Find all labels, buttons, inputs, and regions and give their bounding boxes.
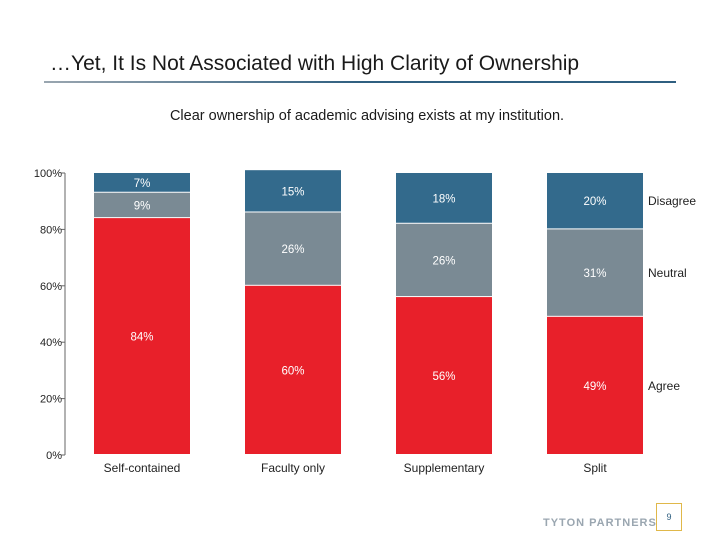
legend-label-neutral: Neutral <box>648 266 687 280</box>
data-label: 9% <box>134 200 151 212</box>
bar-segment-disagree <box>245 170 341 212</box>
bar-segment-neutral <box>396 223 492 297</box>
bar-segment-neutral <box>245 212 341 285</box>
y-tick-label: 100% <box>34 168 62 180</box>
x-category-label: Split <box>583 461 607 475</box>
company-logo: TYTON PARTNERS <box>543 517 657 529</box>
data-label: 20% <box>583 196 606 208</box>
bar-segment-agree <box>396 297 492 454</box>
page-number: 9 <box>656 503 682 531</box>
bar-segment-agree <box>94 218 190 454</box>
data-label: 31% <box>583 268 606 280</box>
data-label: 56% <box>432 371 455 383</box>
data-label: 7% <box>134 178 151 190</box>
x-category-label: Faculty only <box>261 461 325 475</box>
data-label: 60% <box>281 365 304 377</box>
legend-label-agree: Agree <box>648 379 680 393</box>
bar-segment-disagree <box>396 173 492 223</box>
data-label: 18% <box>432 193 455 205</box>
bar-segment-neutral <box>547 229 643 316</box>
y-tick-label: 60% <box>40 281 62 293</box>
bar-segment-disagree <box>94 173 190 192</box>
data-label: 26% <box>432 255 455 267</box>
data-label: 49% <box>583 381 606 393</box>
page-title: …Yet, It Is Not Associated with High Cla… <box>50 52 580 75</box>
y-tick-label: 20% <box>40 394 62 406</box>
data-label: 15% <box>281 186 304 198</box>
title-divider <box>44 81 676 83</box>
legend-label-disagree: Disagree <box>648 194 696 208</box>
y-tick-label: 80% <box>40 224 62 236</box>
data-label: 84% <box>130 332 153 344</box>
x-category-label: Self-contained <box>104 461 181 475</box>
bar-segment-agree <box>245 285 341 454</box>
data-label: 26% <box>281 244 304 256</box>
bar-segment-agree <box>547 316 643 454</box>
chart-title: Clear ownership of academic advising exi… <box>169 108 565 124</box>
y-tick-label: 40% <box>40 337 62 349</box>
bar-segment-disagree <box>547 173 643 229</box>
bar-segment-neutral <box>94 192 190 218</box>
y-tick-label: 0% <box>46 450 62 462</box>
x-category-label: Supplementary <box>404 461 485 475</box>
